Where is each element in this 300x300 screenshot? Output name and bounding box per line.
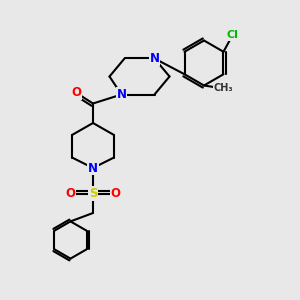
Text: O: O	[110, 187, 121, 200]
Text: S: S	[89, 187, 97, 200]
Text: N: N	[116, 88, 127, 101]
Text: O: O	[65, 187, 76, 200]
Text: Cl: Cl	[226, 30, 238, 40]
Text: O: O	[71, 86, 82, 100]
Text: CH₃: CH₃	[214, 83, 233, 94]
Text: N: N	[88, 161, 98, 175]
Text: N: N	[149, 52, 160, 65]
